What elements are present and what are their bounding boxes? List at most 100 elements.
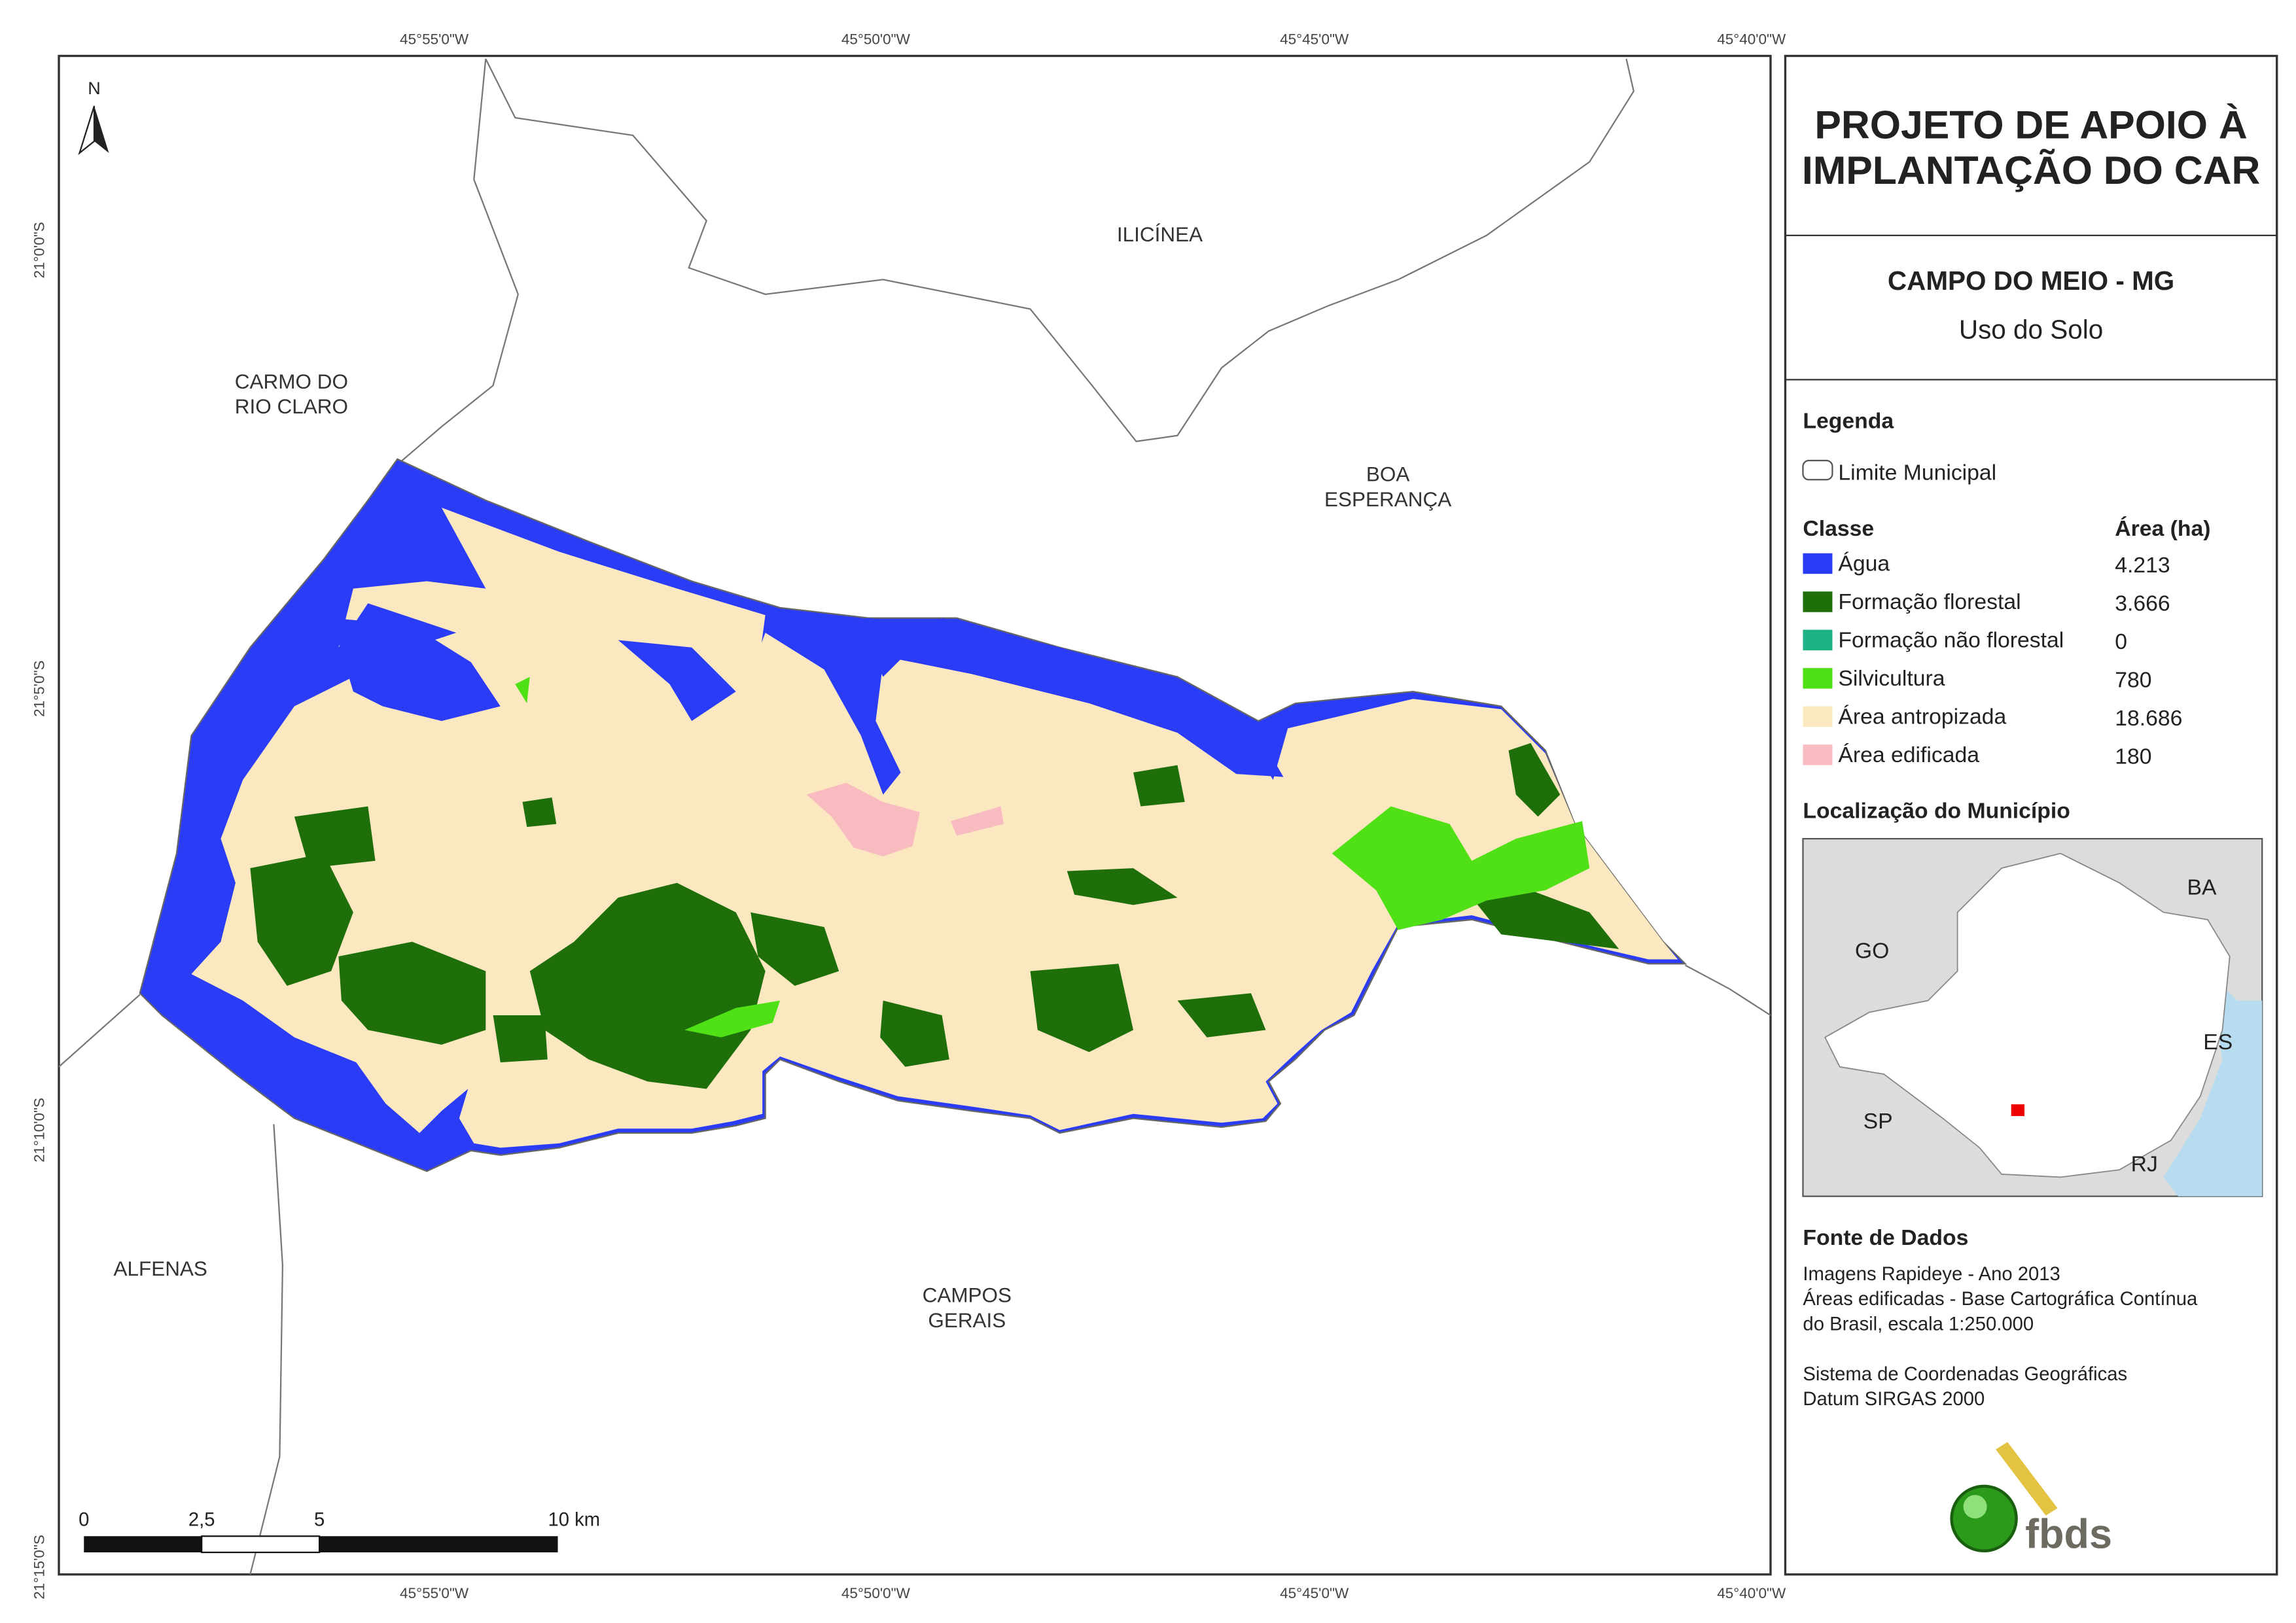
logo: fbds <box>1950 1442 2112 1557</box>
longitude-label: 45°45'0"W <box>1280 1585 1349 1601</box>
legend-swatch <box>1803 668 1833 689</box>
built-area <box>806 782 920 857</box>
longitude-label: 45°45'0"W <box>1280 31 1349 47</box>
inset-sea <box>2163 971 2263 1196</box>
forest-patch <box>1177 993 1266 1038</box>
legend-class: Formação não florestal <box>1838 628 2064 653</box>
logo-text: fbds <box>2025 1511 2112 1557</box>
legend-title: Legenda <box>1803 409 1894 434</box>
north-label: N <box>88 79 101 98</box>
forest-patch <box>529 882 766 1089</box>
latitude-label: 21°10'0"S <box>31 1098 48 1162</box>
legend-area: 180 <box>2115 744 2151 769</box>
scale-label: 2,5 <box>188 1510 215 1531</box>
map-subtitle: Uso do Solo <box>1959 314 2103 344</box>
legend-swatch <box>1803 706 1833 727</box>
legend-area: 780 <box>2115 667 2151 692</box>
land-use <box>139 458 1687 1172</box>
logo-bar <box>1996 1442 2058 1516</box>
scale-label: 0 <box>79 1510 89 1531</box>
state-label: GO <box>1855 938 1889 963</box>
location-inset: BA GO ES SP RJ <box>1802 837 2263 1197</box>
forest-patch <box>493 1015 548 1063</box>
panel-frame <box>1784 54 2278 1576</box>
longitude-label: 45°40'0"W <box>1717 31 1786 47</box>
legend-area: 18.686 <box>2115 706 2182 731</box>
municipality-name: CAMPO DO MEIO - MG <box>1888 266 2174 296</box>
legend-class: Silvicultura <box>1838 666 1945 691</box>
scale-bar: 0 2,5 5 10 km <box>79 1510 600 1554</box>
legend-class: Formação florestal <box>1838 589 2021 614</box>
north-arrow: N <box>78 79 109 156</box>
panel-title: IMPLANTAÇÃO DO CAR <box>1802 148 2260 192</box>
forest-patch <box>1133 765 1185 807</box>
legend-area: 4.213 <box>2115 553 2170 578</box>
place-name: ESPERANÇA <box>1324 487 1451 511</box>
inset-state <box>1824 852 2231 1178</box>
boundary-line <box>485 58 1634 443</box>
panel-title: PROJETO DE APOIO À <box>1814 102 2247 147</box>
state-label: BA <box>2187 875 2217 900</box>
longitude-label: 45°40'0"W <box>1717 1585 1786 1601</box>
legend-class: Água <box>1838 551 1890 576</box>
logo-highlight <box>1963 1495 1987 1519</box>
state-label: ES <box>2203 1030 2233 1055</box>
boundary-line <box>400 58 519 463</box>
water-area <box>765 618 942 795</box>
silviculture-patch <box>1332 806 1590 930</box>
longitude-label: 45°50'0"W <box>841 1585 911 1601</box>
inset-location <box>2009 1102 2026 1118</box>
sources-line: Datum SIRGAS 2000 <box>1803 1389 1985 1410</box>
coordinate-labels: 45°55'0"W 45°50'0"W 45°45'0"W 45°40'0"W … <box>31 31 1786 1601</box>
legend-rows: Água 4.213 Formação florestal 3.666 Formação… <box>1803 551 2182 769</box>
sources-line: Sistema de Coordenadas Geográficas <box>1803 1364 2127 1385</box>
forest-patch <box>1472 890 1619 949</box>
municipal-boundaries <box>58 58 1771 1575</box>
silviculture-patch <box>684 1000 781 1038</box>
class-header: Classe <box>1803 516 1874 541</box>
boundary-line <box>1684 964 1771 1016</box>
state-label: SP <box>1863 1109 1893 1134</box>
logo-circle <box>1950 1484 2018 1553</box>
legend-swatch <box>1803 629 1833 651</box>
forest-patch <box>880 1000 949 1067</box>
place-name: RIO CLARO <box>235 394 348 418</box>
longitude-label: 45°50'0"W <box>841 31 911 47</box>
scale-segment <box>319 1536 558 1553</box>
area-header: Área (ha) <box>2115 516 2210 541</box>
forest-patch <box>522 797 557 828</box>
forest-patch <box>1508 742 1561 817</box>
location-title: Localização do Município <box>1803 799 2070 824</box>
forest-patch <box>338 941 486 1045</box>
legend-swatch <box>1803 744 1833 765</box>
place-name: CAMPOS <box>923 1283 1012 1307</box>
forest-patch <box>1030 964 1134 1053</box>
place-name: CARMO DO <box>235 370 348 393</box>
latitude-label: 21°5'0"S <box>31 661 48 717</box>
forest-patch <box>751 912 839 986</box>
latitude-label: 21°15'0"S <box>31 1535 48 1599</box>
latitude-label: 21°0'0"S <box>31 222 48 278</box>
boundary-label: Limite Municipal <box>1838 460 1996 485</box>
legend-area: 0 <box>2115 629 2127 654</box>
legend-swatch <box>1803 591 1833 612</box>
scale-label: 5 <box>314 1510 325 1531</box>
legend-area: 3.666 <box>2115 591 2170 616</box>
boundary-swatch <box>1802 459 1833 481</box>
longitude-label: 45°55'0"W <box>400 31 469 47</box>
scale-segment <box>201 1535 321 1554</box>
sources-line: Imagens Rapideye - Ano 2013 <box>1803 1264 2060 1285</box>
boundary-line <box>249 1124 284 1575</box>
forest-patch <box>294 806 376 869</box>
side-panel: PROJETO DE APOIO À IMPLANTAÇÃO DO CAR CA… <box>1784 54 2278 1576</box>
legend-swatch <box>1803 553 1833 574</box>
silviculture-patch <box>515 676 530 704</box>
state-label: RJ <box>2131 1151 2158 1176</box>
scale-label: 10 km <box>548 1510 600 1531</box>
forest-patch <box>1067 868 1178 905</box>
longitude-label: 45°55'0"W <box>400 1585 469 1601</box>
sources-title: Fonte de Dados <box>1803 1225 1968 1250</box>
north-arrow-right <box>94 105 109 153</box>
